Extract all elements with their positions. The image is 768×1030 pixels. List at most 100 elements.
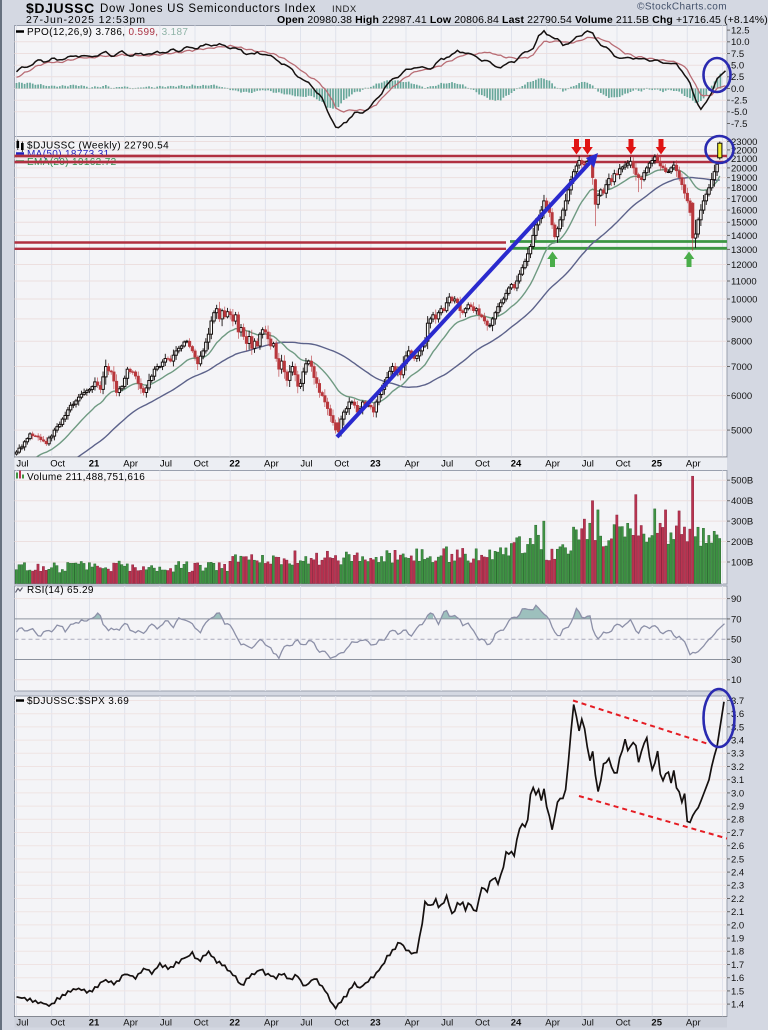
svg-text:Open 20980.38 High 22987.41 Lo: Open 20980.38 High 22987.41 Low 20806.84… xyxy=(277,14,768,26)
svg-text:Jul: Jul xyxy=(441,1018,453,1029)
svg-text:24: 24 xyxy=(511,1018,522,1029)
svg-text:3.1: 3.1 xyxy=(731,775,744,786)
svg-text:500B: 500B xyxy=(731,476,753,487)
svg-text:-2.5: -2.5 xyxy=(731,96,747,107)
svg-text:Apr: Apr xyxy=(405,459,420,470)
svg-text:70: 70 xyxy=(731,614,742,625)
svg-text:400B: 400B xyxy=(731,496,753,507)
svg-text:3.7: 3.7 xyxy=(731,696,744,707)
svg-text:Apr: Apr xyxy=(686,1018,701,1029)
svg-text:$DJUSSC (Weekly) 22790.54: $DJUSSC (Weekly) 22790.54 xyxy=(27,141,169,152)
svg-text:Oct: Oct xyxy=(616,459,631,470)
svg-text:27-Jun-2025 12:53pm: 27-Jun-2025 12:53pm xyxy=(26,14,146,26)
svg-text:Oct: Oct xyxy=(334,459,349,470)
svg-text:11000: 11000 xyxy=(731,276,757,287)
svg-text:MA(50) 18773.31: MA(50) 18773.31 xyxy=(27,149,110,160)
svg-text:16000: 16000 xyxy=(731,206,757,217)
svg-text:Jul: Jul xyxy=(582,1018,594,1029)
svg-text:2.6: 2.6 xyxy=(731,841,744,852)
svg-text:1.5: 1.5 xyxy=(731,986,744,997)
svg-text:Oct: Oct xyxy=(194,1018,209,1029)
svg-text:90: 90 xyxy=(731,594,742,605)
svg-text:1.4: 1.4 xyxy=(731,1000,744,1011)
svg-text:-7.5: -7.5 xyxy=(731,119,747,130)
svg-text:Jul: Jul xyxy=(16,1018,28,1029)
svg-text:Apr: Apr xyxy=(264,459,279,470)
svg-text:Jul: Jul xyxy=(160,1018,172,1029)
svg-text:14000: 14000 xyxy=(731,231,757,242)
svg-text:Jul: Jul xyxy=(582,459,594,470)
svg-text:-5.0: -5.0 xyxy=(731,107,747,118)
svg-text:Oct: Oct xyxy=(475,1018,490,1029)
svg-text:0.0: 0.0 xyxy=(731,84,744,95)
svg-text:20000: 20000 xyxy=(731,163,757,174)
svg-text:Dow Jones US Semiconductors In: Dow Jones US Semiconductors Index xyxy=(100,3,316,15)
svg-text:2.0: 2.0 xyxy=(731,920,744,931)
svg-text:Oct: Oct xyxy=(616,1018,631,1029)
svg-text:©StockCharts.com: ©StockCharts.com xyxy=(637,2,727,13)
svg-text:Jul: Jul xyxy=(16,459,28,470)
svg-text:2.8: 2.8 xyxy=(731,815,744,826)
svg-text:3.0: 3.0 xyxy=(731,788,744,799)
svg-text:6000: 6000 xyxy=(731,391,752,402)
svg-text:2.9: 2.9 xyxy=(731,802,744,813)
svg-text:RSI(14) 65.29: RSI(14) 65.29 xyxy=(27,585,94,596)
svg-text:23: 23 xyxy=(370,1018,381,1029)
svg-text:19000: 19000 xyxy=(731,173,757,184)
svg-text:21: 21 xyxy=(89,459,100,470)
svg-text:3.3: 3.3 xyxy=(731,749,744,760)
svg-text:17000: 17000 xyxy=(731,194,757,205)
svg-text:21: 21 xyxy=(89,1018,100,1029)
svg-text:5.0: 5.0 xyxy=(731,61,744,72)
svg-text:Oct: Oct xyxy=(475,459,490,470)
svg-text:2.4: 2.4 xyxy=(731,868,744,879)
svg-text:15000: 15000 xyxy=(731,218,757,229)
svg-text:12.5: 12.5 xyxy=(731,26,750,37)
svg-text:2.5: 2.5 xyxy=(731,854,744,865)
svg-text:Volume 211,488,751,616: Volume 211,488,751,616 xyxy=(27,472,145,483)
svg-text:2.2: 2.2 xyxy=(731,894,744,905)
svg-text:23: 23 xyxy=(370,459,381,470)
svg-text:2.1: 2.1 xyxy=(731,907,744,918)
svg-text:30: 30 xyxy=(731,655,742,666)
svg-text:8000: 8000 xyxy=(731,337,752,348)
svg-text:24: 24 xyxy=(511,459,522,470)
svg-text:Apr: Apr xyxy=(405,1018,420,1029)
svg-text:$DJUSSC: $DJUSSC xyxy=(26,0,95,16)
svg-text:300B: 300B xyxy=(731,517,753,528)
svg-text:3.5: 3.5 xyxy=(731,722,744,733)
svg-text:1.9: 1.9 xyxy=(731,934,744,945)
svg-text:Apr: Apr xyxy=(545,1018,560,1029)
svg-text:Oct: Oct xyxy=(50,1018,65,1029)
svg-text:Jul: Jul xyxy=(441,459,453,470)
svg-text:50: 50 xyxy=(731,635,742,646)
svg-text:3.6: 3.6 xyxy=(731,709,744,720)
svg-text:Apr: Apr xyxy=(686,459,701,470)
svg-text:5000: 5000 xyxy=(731,426,752,437)
svg-text:7.5: 7.5 xyxy=(731,49,744,60)
svg-text:22: 22 xyxy=(229,459,240,470)
svg-text:13000: 13000 xyxy=(731,245,757,256)
svg-text:2.3: 2.3 xyxy=(731,881,744,892)
svg-text:1.7: 1.7 xyxy=(731,960,744,971)
svg-text:Jul: Jul xyxy=(160,459,172,470)
svg-text:18000: 18000 xyxy=(731,183,757,194)
svg-text:Oct: Oct xyxy=(50,459,65,470)
svg-text:Apr: Apr xyxy=(123,1018,138,1029)
svg-text:Oct: Oct xyxy=(334,1018,349,1029)
svg-text:Apr: Apr xyxy=(264,1018,279,1029)
svg-text:2.5: 2.5 xyxy=(731,72,744,83)
svg-text:1.6: 1.6 xyxy=(731,973,744,984)
svg-text:Jul: Jul xyxy=(300,1018,312,1029)
svg-text:200B: 200B xyxy=(731,537,753,548)
svg-text:Jul: Jul xyxy=(300,459,312,470)
svg-text:10.0: 10.0 xyxy=(731,37,750,48)
svg-text:1.8: 1.8 xyxy=(731,947,744,958)
svg-text:3.2: 3.2 xyxy=(731,762,744,773)
svg-text:22000: 22000 xyxy=(731,145,757,156)
svg-text:10000: 10000 xyxy=(731,294,757,305)
svg-text:2.7: 2.7 xyxy=(731,828,744,839)
svg-text:Apr: Apr xyxy=(123,459,138,470)
svg-text:23000: 23000 xyxy=(731,137,757,148)
svg-text:9000: 9000 xyxy=(731,314,752,325)
